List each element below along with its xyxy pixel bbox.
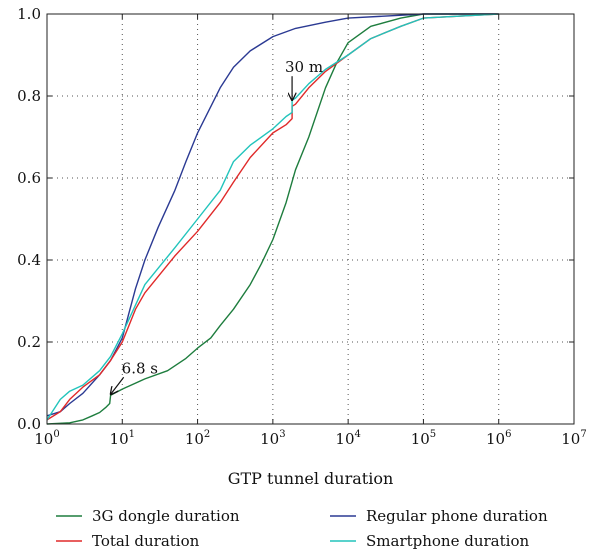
- y-tick-label: 0.2: [17, 333, 41, 351]
- series-lines: [46, 13, 499, 425]
- y-tick-label: 0.8: [17, 87, 41, 105]
- x-tick-label: 103: [260, 429, 285, 448]
- y-tick-label: 0.4: [17, 251, 41, 269]
- legend-label: 3G dongle duration: [92, 507, 240, 525]
- x-tick-label: 106: [486, 429, 511, 448]
- x-tick-label: 100: [34, 429, 59, 448]
- axis-ticks: 100 101 102 103 104 105 106 107 0.0 0.2 0.4 0.6 0.8 1…: [17, 5, 587, 448]
- x-tick-label: 101: [110, 429, 135, 448]
- x-tick-label: 105: [411, 429, 436, 448]
- legend-label: Total duration: [92, 532, 200, 550]
- x-axis-title: GTP tunnel duration: [228, 469, 394, 488]
- series-line-3g-dongle-duration: [46, 13, 499, 425]
- x-tick-label: 102: [185, 429, 210, 448]
- x-tick-label: 107: [561, 429, 586, 448]
- series-line-regular-phone-duration: [46, 13, 499, 417]
- series-line-smartphone-duration: [46, 13, 499, 421]
- plot-frame: [46, 13, 575, 425]
- y-tick-label: 0.0: [17, 415, 41, 433]
- legend-label: Regular phone duration: [366, 507, 548, 525]
- annotation-6-8s: 6.8 s: [122, 359, 158, 377]
- y-tick-label: 0.6: [17, 169, 41, 187]
- annotations: 30 m 6.8 s: [111, 58, 323, 394]
- annotation-30m: 30 m: [285, 58, 323, 76]
- legend-label: Smartphone duration: [366, 532, 529, 550]
- annotation-arrow-6-8s: [111, 376, 125, 394]
- x-tick-label: 104: [335, 429, 360, 448]
- y-tick-label: 1.0: [17, 5, 41, 23]
- legend: 3G dongle duration Regular phone duration…: [56, 507, 548, 550]
